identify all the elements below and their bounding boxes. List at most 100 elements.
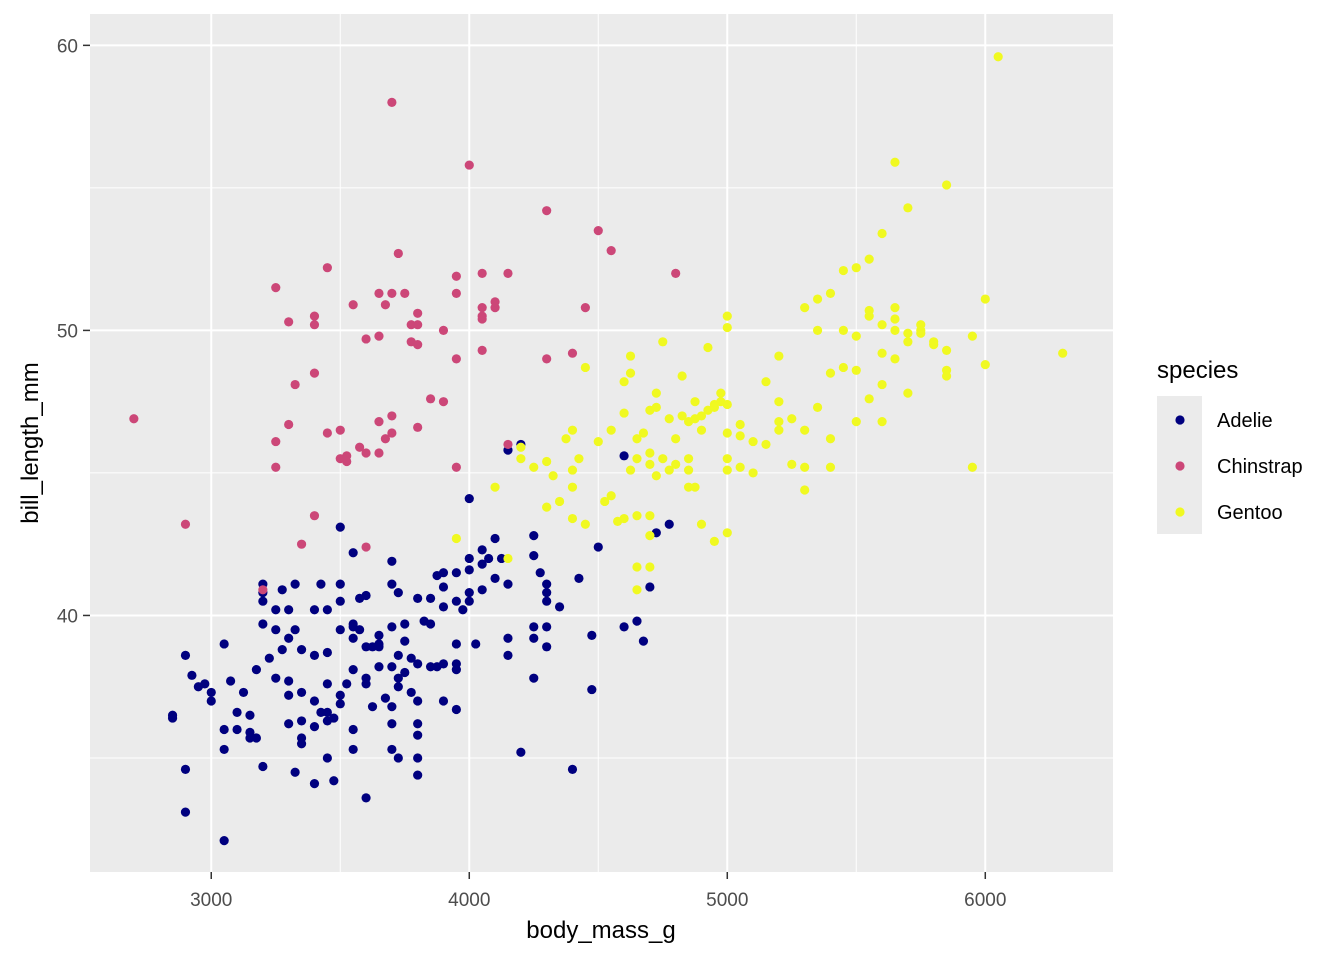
data-point <box>413 770 423 780</box>
data-point <box>851 331 861 341</box>
data-point <box>529 462 539 472</box>
data-point <box>290 579 300 589</box>
data-point <box>387 411 397 421</box>
data-point <box>761 439 771 450</box>
data-point <box>664 465 674 475</box>
data-point <box>180 519 191 529</box>
data-point <box>516 442 526 452</box>
data-point <box>393 682 403 692</box>
data-point <box>451 288 461 298</box>
data-point <box>393 673 403 683</box>
data-point <box>335 690 345 700</box>
data-point <box>413 593 423 603</box>
data-point <box>413 320 423 330</box>
data-point <box>890 303 900 313</box>
data-point <box>890 157 900 167</box>
data-point <box>477 559 487 569</box>
data-point <box>335 522 345 532</box>
data-point <box>413 696 423 706</box>
data-point <box>361 793 371 803</box>
data-point <box>335 596 345 606</box>
data-point <box>387 719 397 729</box>
data-point <box>535 568 545 578</box>
data-point <box>651 388 661 398</box>
data-point <box>716 388 726 398</box>
data-point <box>542 642 552 652</box>
data-point <box>309 511 320 521</box>
data-point <box>264 653 274 663</box>
data-point <box>645 459 655 469</box>
data-point <box>484 553 494 564</box>
data-point <box>903 337 913 347</box>
y-axis: 40 50 60 <box>57 36 90 627</box>
data-point <box>542 579 552 589</box>
data-point <box>529 531 539 541</box>
data-point <box>735 419 745 430</box>
data-points <box>129 52 1068 846</box>
data-point <box>361 542 371 552</box>
data-point <box>290 379 300 390</box>
data-point <box>238 687 249 698</box>
data-point <box>393 753 403 763</box>
data-point <box>748 468 758 478</box>
data-point <box>929 340 939 350</box>
data-point <box>387 556 397 566</box>
data-point <box>645 562 655 572</box>
data-point <box>671 268 681 278</box>
data-point <box>625 368 636 378</box>
data-point <box>374 331 384 341</box>
data-point <box>677 371 687 381</box>
data-point <box>477 314 487 324</box>
data-point <box>890 314 900 324</box>
data-point <box>284 719 294 729</box>
data-point <box>735 431 745 441</box>
data-point <box>774 425 784 435</box>
data-point <box>761 377 771 387</box>
data-point <box>503 633 513 643</box>
data-point <box>632 511 642 521</box>
data-point <box>413 308 423 318</box>
data-point <box>490 533 500 544</box>
data-point <box>877 320 887 330</box>
data-point <box>683 465 694 475</box>
data-point <box>529 673 539 683</box>
data-point <box>464 160 474 170</box>
data-point <box>632 454 642 464</box>
data-point <box>322 707 332 717</box>
data-point <box>355 442 365 452</box>
data-point <box>619 377 629 387</box>
data-point <box>258 619 268 629</box>
data-point <box>348 724 358 735</box>
data-point <box>477 545 487 555</box>
data-point <box>471 639 481 649</box>
data-point <box>374 630 384 641</box>
data-point <box>464 553 474 564</box>
data-point <box>296 539 307 549</box>
data-point <box>322 753 332 763</box>
y-axis-title: bill_length_mm <box>17 362 44 523</box>
y-tick-label: 40 <box>57 606 78 627</box>
data-point <box>529 633 539 643</box>
data-point <box>277 645 287 655</box>
data-point <box>413 719 423 729</box>
data-point <box>400 667 410 678</box>
data-point <box>722 399 732 410</box>
data-point <box>567 348 578 358</box>
data-point <box>800 485 810 495</box>
data-point <box>864 311 874 321</box>
data-point <box>625 465 636 475</box>
data-point <box>219 744 229 755</box>
data-point <box>296 739 307 749</box>
data-point <box>516 747 526 757</box>
data-point <box>825 288 836 298</box>
data-point <box>632 616 642 626</box>
data-point <box>735 462 745 472</box>
data-point <box>361 642 371 652</box>
data-point <box>180 650 191 660</box>
data-point <box>406 687 416 698</box>
data-point <box>451 665 461 675</box>
data-point <box>296 716 307 726</box>
data-point <box>387 702 397 712</box>
data-point <box>309 605 320 615</box>
